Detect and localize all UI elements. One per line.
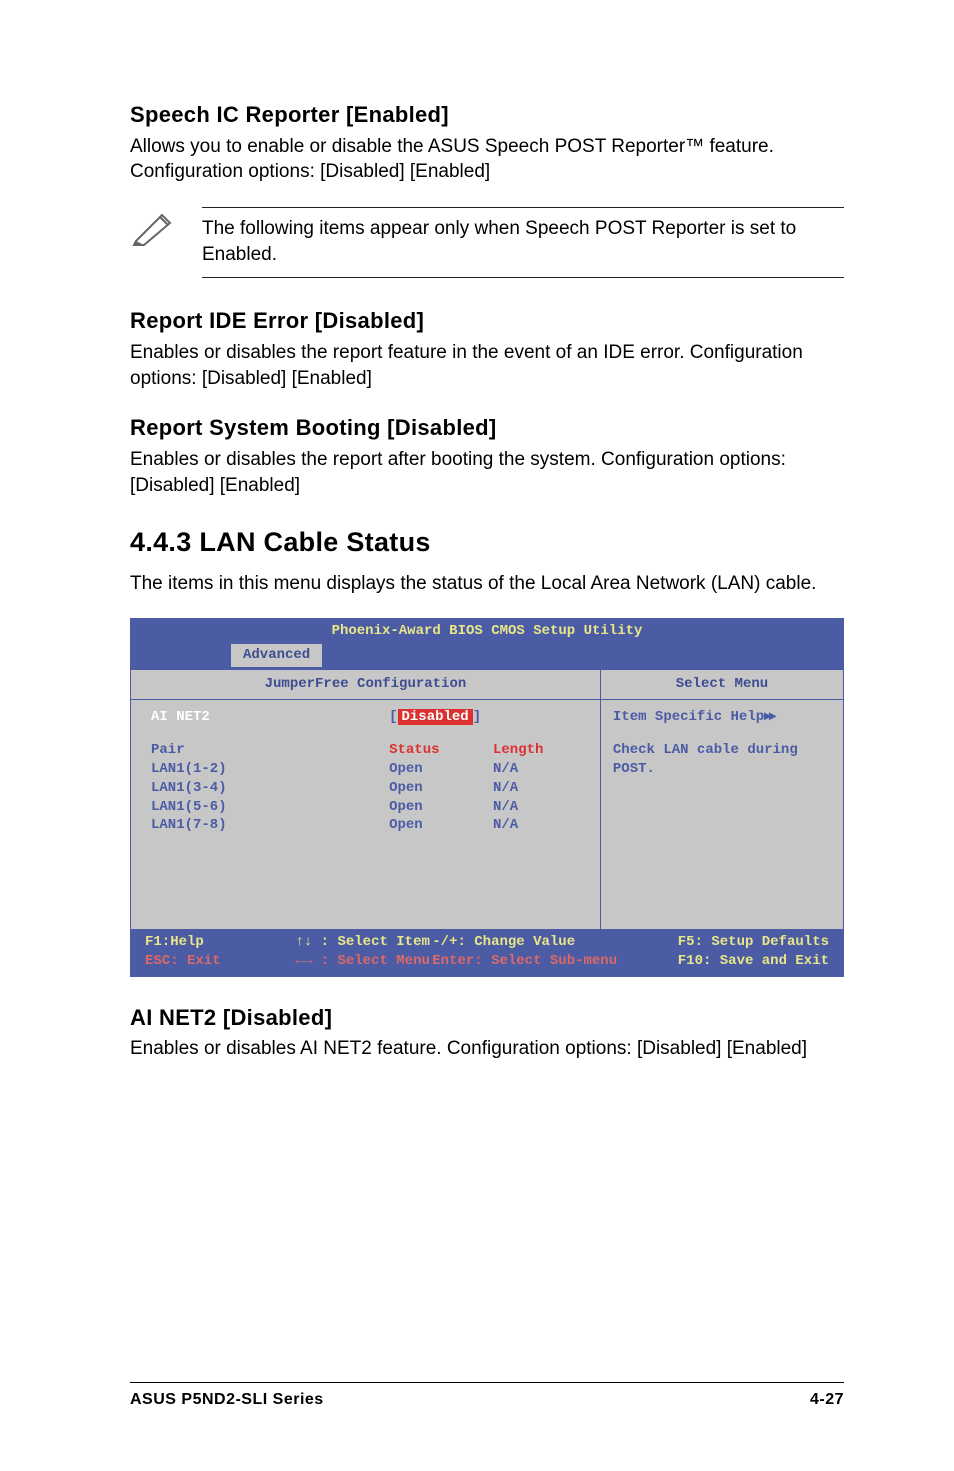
cell-length: N/A [493, 816, 584, 835]
bios-col-pair: Pair [151, 741, 389, 760]
cell-status: Open [389, 816, 493, 835]
heading-ai-net2: AI NET2 [Disabled] [130, 1003, 844, 1033]
bios-foot-c4: F5: Setup Defaults F10: Save and Exit [651, 933, 829, 971]
bios-esc: ESC: Exit [145, 952, 295, 971]
cell-status: Open [389, 760, 493, 779]
cell-pair: LAN1(5-6) [151, 798, 389, 817]
cell-pair: LAN1(3-4) [151, 779, 389, 798]
note-text: The following items appear only when Spe… [202, 207, 844, 278]
bios-f1: F1:Help [145, 933, 295, 952]
table-row: LAN1(1-2) Open N/A [151, 760, 584, 779]
text-speech-ic: Allows you to enable or disable the ASUS… [130, 134, 844, 185]
bios-header-row: JumperFree Configuration Select Menu [131, 670, 843, 699]
heading-report-sys: Report System Booting [Disabled] [130, 413, 844, 443]
cell-pair: LAN1(7-8) [151, 816, 389, 835]
footer-right: 4-27 [810, 1389, 844, 1411]
footer-left: ASUS P5ND2-SLI Series [130, 1389, 324, 1411]
bios-f10: F10: Save and Exit [651, 952, 829, 971]
table-row: LAN1(3-4) Open N/A [151, 779, 584, 798]
bios-right-header: Select Menu [601, 670, 843, 699]
cell-length: N/A [493, 798, 584, 817]
text-report-sys: Enables or disables the report after boo… [130, 447, 844, 498]
bios-col-length: Length [493, 741, 584, 760]
text-report-ide: Enables or disables the report feature i… [130, 340, 844, 391]
bios-change: -/+: Change Value [432, 933, 651, 952]
bios-screenshot: Phoenix-Award BIOS CMOS Setup Utility Ad… [130, 618, 844, 976]
heading-speech-ic: Speech IC Reporter [Enabled] [130, 100, 844, 130]
bios-col-status: Status [389, 741, 493, 760]
bios-left-header: JumperFree Configuration [131, 670, 601, 699]
bios-help-title: Item Specific Help [613, 709, 764, 725]
bios-tabrow: Advanced [131, 644, 843, 670]
bios-ai-net2-value: [Disabled] [389, 708, 493, 727]
bios-arrows: ↑↓ : Select Item [295, 933, 432, 952]
bios-enter: Enter: Select Sub-menu [432, 952, 651, 971]
heading-443: 4.4.3 LAN Cable Status [130, 524, 844, 560]
bios-ai-net2-label: AI NET2 [151, 708, 389, 727]
bios-title: Phoenix-Award BIOS CMOS Setup Utility [131, 619, 843, 644]
bios-body: AI NET2 [Disabled] Pair Status Length LA… [131, 699, 843, 929]
bios-help-body: Check LAN cable during POST. [613, 741, 831, 779]
table-row: LAN1(7-8) Open N/A [151, 816, 584, 835]
bios-left-pane: AI NET2 [Disabled] Pair Status Length LA… [131, 699, 601, 929]
bios-foot-c1: F1:Help ESC: Exit [145, 933, 295, 971]
bios-row-headers: Pair Status Length [151, 741, 584, 760]
bios-help-title-row: Item Specific Help▸▸ [613, 708, 831, 727]
cell-length: N/A [493, 760, 584, 779]
cell-pair: LAN1(1-2) [151, 760, 389, 779]
bios-leftright: ←→ : Select Menu [295, 952, 432, 971]
text-443: The items in this menu displays the stat… [130, 571, 844, 597]
bios-foot-c2: ↑↓ : Select Item ←→ : Select Menu [295, 933, 432, 971]
note-block: The following items appear only when Spe… [130, 207, 844, 278]
bios-f5: F5: Setup Defaults [651, 933, 829, 952]
table-row: LAN1(5-6) Open N/A [151, 798, 584, 817]
bios-footer: F1:Help ESC: Exit ↑↓ : Select Item ←→ : … [131, 929, 843, 976]
cell-status: Open [389, 798, 493, 817]
bios-ai-net2-pill: Disabled [398, 709, 473, 725]
bios-foot-c3: -/+: Change Value Enter: Select Sub-menu [432, 933, 651, 971]
bios-right-pane: Item Specific Help▸▸ Check LAN cable dur… [601, 699, 843, 929]
text-ai-net2: Enables or disables AI NET2 feature. Con… [130, 1036, 844, 1062]
cell-length: N/A [493, 779, 584, 798]
bios-tab-advanced: Advanced [231, 644, 322, 667]
pencil-icon [130, 207, 178, 247]
heading-report-ide: Report IDE Error [Disabled] [130, 306, 844, 336]
bios-row-ai-net2: AI NET2 [Disabled] [151, 708, 584, 727]
page-footer: ASUS P5ND2-SLI Series 4-27 [130, 1382, 844, 1411]
cell-status: Open [389, 779, 493, 798]
chevron-right-icon: ▸▸ [764, 709, 774, 725]
